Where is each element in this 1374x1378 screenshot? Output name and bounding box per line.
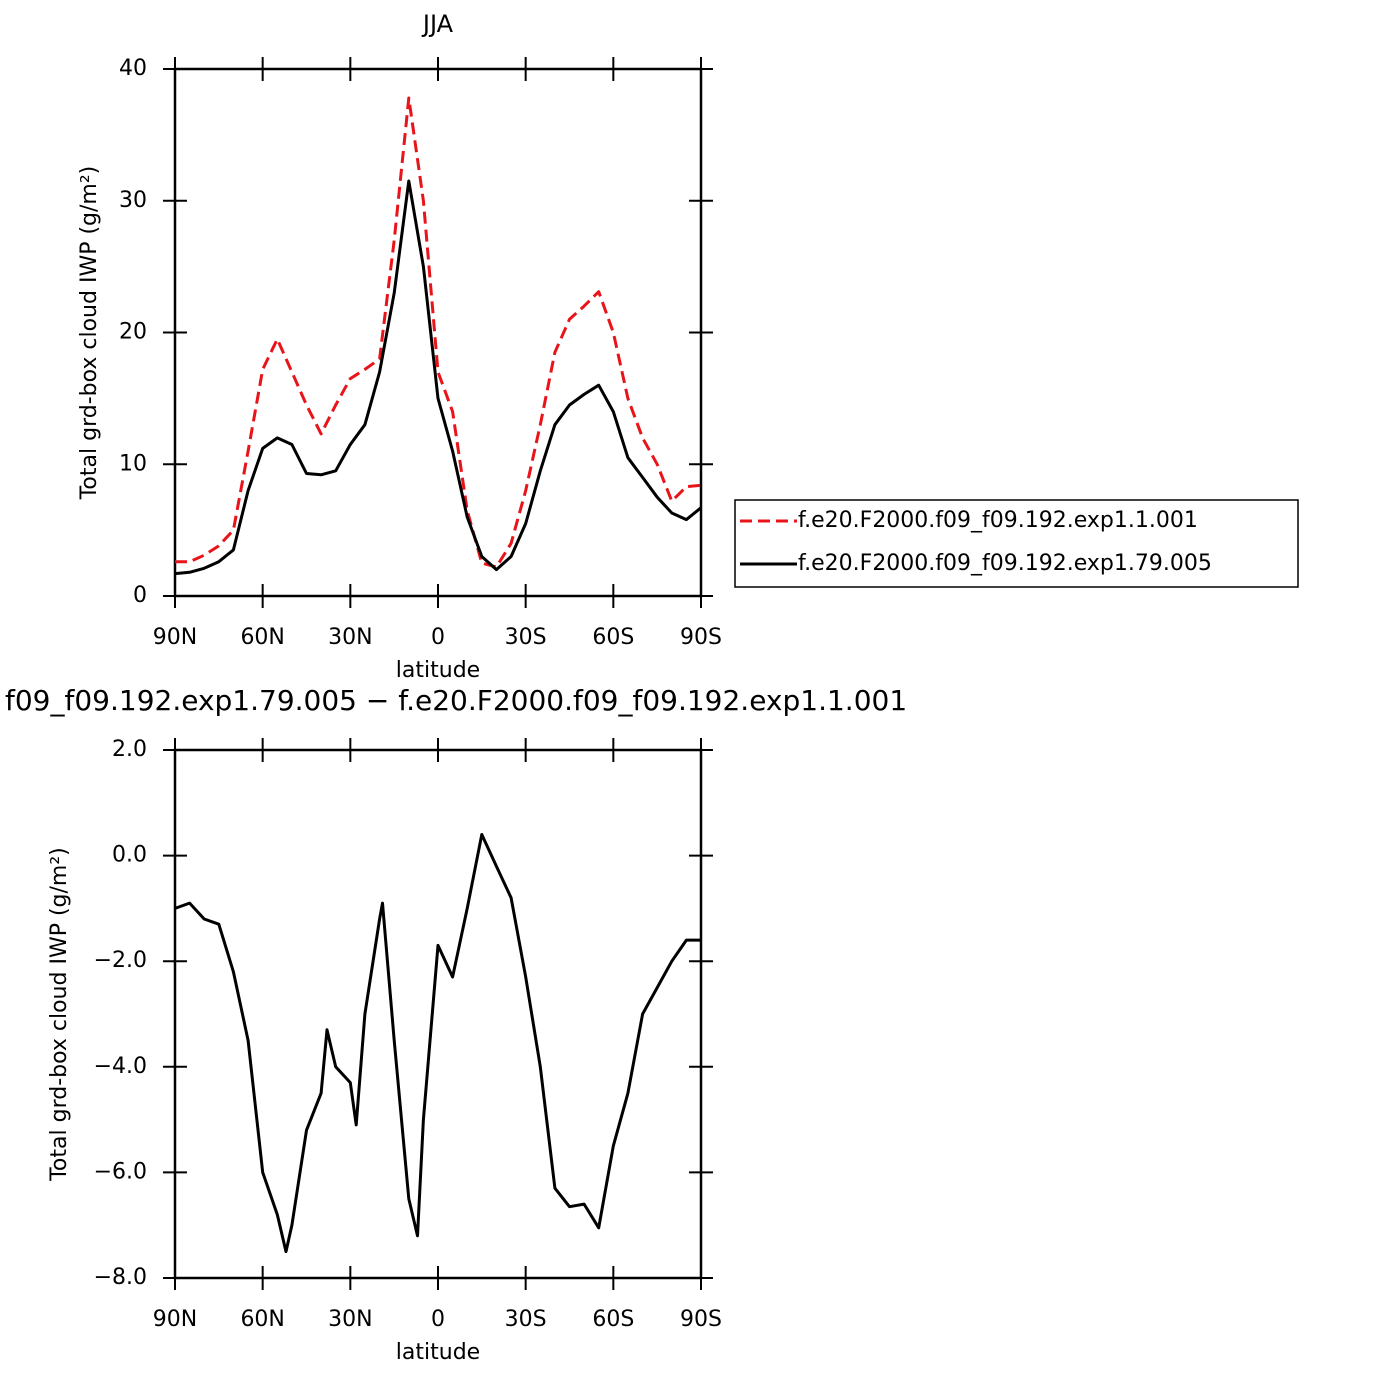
y-axis-label: Total grd-box cloud IWP (g/m²)	[47, 847, 72, 1182]
x-tick-label: 0	[431, 625, 445, 650]
legend-label: f.e20.F2000.f09_f09.192.exp1.1.001	[798, 508, 1198, 533]
data-line	[174, 179, 702, 576]
y-axis-label: Total grd-box cloud IWP (g/m²)	[77, 166, 102, 501]
y-tick-label: −8.0	[94, 1265, 147, 1290]
x-tick-label: 30N	[328, 625, 372, 650]
y-tick-label: 30	[119, 188, 147, 213]
x-tick-label: 60N	[240, 1307, 284, 1332]
x-tick-label: 0	[431, 1307, 445, 1332]
data-line	[175, 96, 702, 569]
plot-frame	[173, 748, 703, 1280]
y-tick-label: 2.0	[112, 737, 147, 762]
y-tick-label: 10	[119, 451, 147, 476]
y-tick-label: 20	[119, 320, 147, 345]
x-axis-label: latitude	[396, 658, 480, 683]
y-tick-label: 0	[133, 583, 147, 608]
x-tick-label: 30N	[328, 1307, 372, 1332]
x-axis-label: latitude	[396, 1340, 480, 1365]
y-tick-label: −4.0	[94, 1054, 147, 1079]
x-tick-label: 90N	[153, 625, 197, 650]
y-tick-label: −6.0	[94, 1159, 147, 1184]
data-line	[174, 833, 701, 1254]
x-tick-label: 90S	[680, 1307, 722, 1332]
y-tick-label: 0.0	[112, 843, 147, 868]
legend-box	[734, 499, 1299, 588]
legend: f.e20.F2000.f09_f09.192.exp1.1.001 f.e20.…	[734, 499, 1299, 588]
x-tick-label: 90S	[680, 625, 722, 650]
x-tick-label: 60N	[240, 625, 284, 650]
y-tick-label: 40	[119, 56, 147, 81]
chart-title: JJA	[421, 10, 454, 38]
chart-title: f09_f09.192.exp1.79.005 − f.e20.F2000.f0…	[5, 684, 907, 717]
x-tick-label: 30S	[505, 1307, 547, 1332]
x-tick-label: 60S	[592, 625, 634, 650]
x-tick-label: 90N	[153, 1307, 197, 1332]
x-tick-label: 30S	[505, 625, 547, 650]
plot-frame	[173, 67, 703, 598]
y-tick-label: −2.0	[94, 948, 147, 973]
legend-label: f.e20.F2000.f09_f09.192.exp1.79.005	[798, 551, 1212, 576]
x-tick-label: 60S	[592, 1307, 634, 1332]
